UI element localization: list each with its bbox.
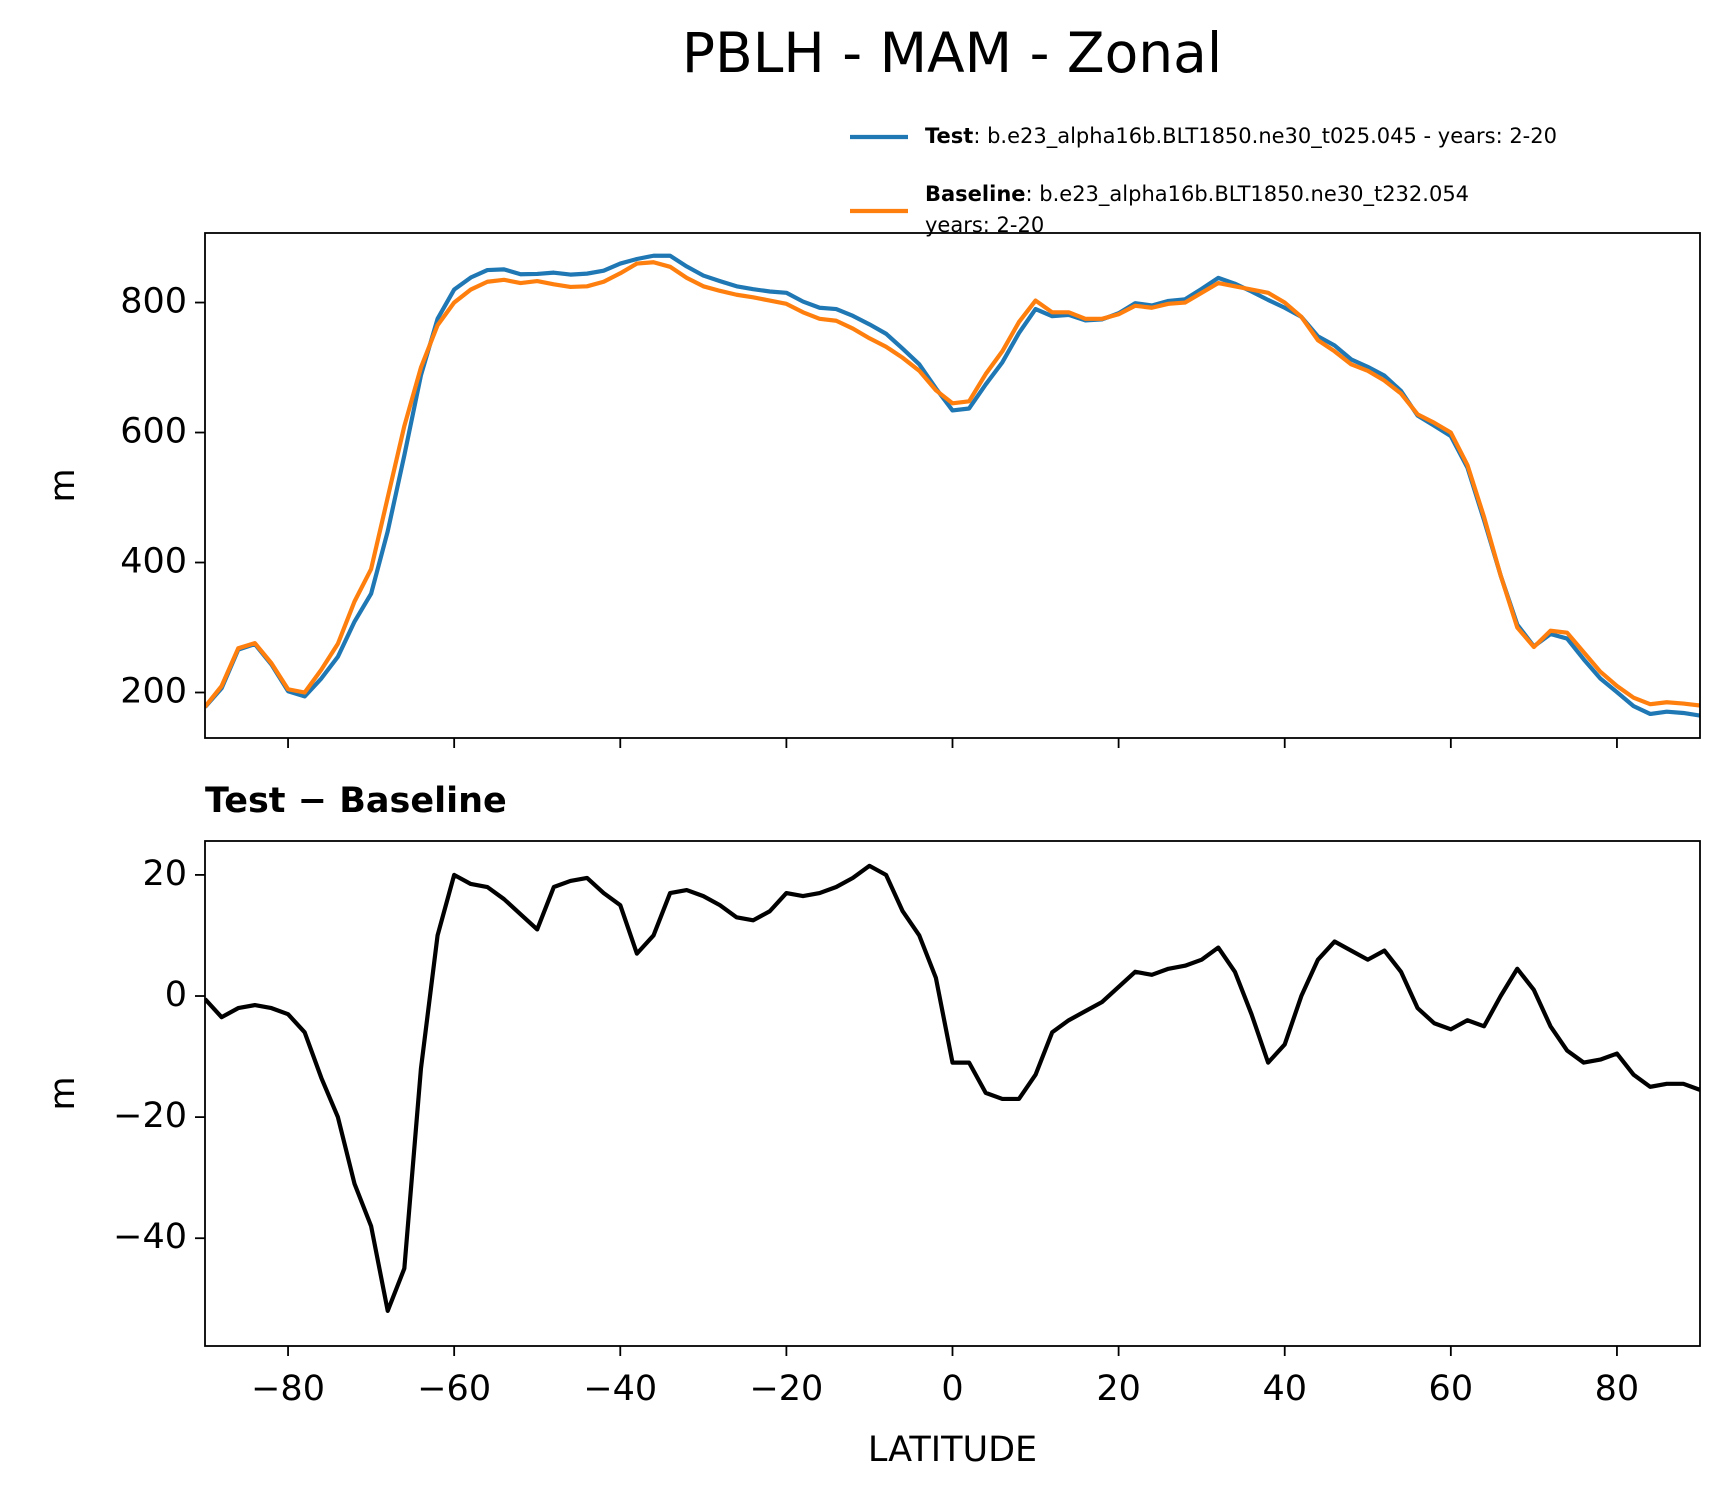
x-tick-label: −40 (583, 1369, 657, 1409)
axes-frame (204, 840, 1701, 1347)
series-line (205, 260, 1700, 709)
y-tick-label: 0 (165, 975, 187, 1015)
legend-desc: : b.e23_alpha16b.BLT1850.ne30_t025.045 -… (973, 124, 1557, 149)
y-tick-label: 20 (142, 854, 187, 894)
x-tick-label: 60 (1429, 1369, 1474, 1409)
legend-name: Baseline (925, 182, 1026, 206)
x-tick-label: 0 (941, 1369, 963, 1409)
subplot-title: Test − Baseline (205, 781, 507, 821)
axes-frame (204, 232, 1701, 739)
y-axis-label: m (43, 468, 83, 502)
x-tick-label: −20 (749, 1369, 823, 1409)
x-tick-label: −80 (251, 1369, 325, 1409)
series-line (205, 863, 1700, 1313)
y-tick-label: 600 (120, 412, 187, 452)
y-tick-label: 800 (120, 282, 187, 322)
x-axis-label: LATITUDE (868, 1430, 1037, 1470)
y-axis-label: m (43, 1076, 83, 1110)
y-tick-label: 400 (120, 542, 187, 582)
figure-title: PBLH - MAM - Zonal (682, 21, 1222, 85)
x-tick-label: −60 (417, 1369, 491, 1409)
x-tick-label: 40 (1262, 1369, 1307, 1409)
y-tick-label: 200 (120, 672, 187, 712)
x-tick-label: 80 (1595, 1369, 1640, 1409)
legend-name: Test (925, 124, 973, 148)
legend-desc: : b.e23_alpha16b.BLT1850.ne30_t232.054 (1026, 182, 1470, 207)
legend-label: Test: b.e23_alpha16b.BLT1850.ne30_t025.0… (925, 124, 1557, 149)
legend-desc: years: 2-20 (925, 213, 1044, 237)
y-tick-label: −40 (113, 1217, 187, 1257)
legend-label: Baseline: b.e23_alpha16b.BLT1850.ne30_t2… (925, 182, 1469, 207)
y-tick-label: −20 (113, 1096, 187, 1136)
x-tick-label: 20 (1096, 1369, 1141, 1409)
